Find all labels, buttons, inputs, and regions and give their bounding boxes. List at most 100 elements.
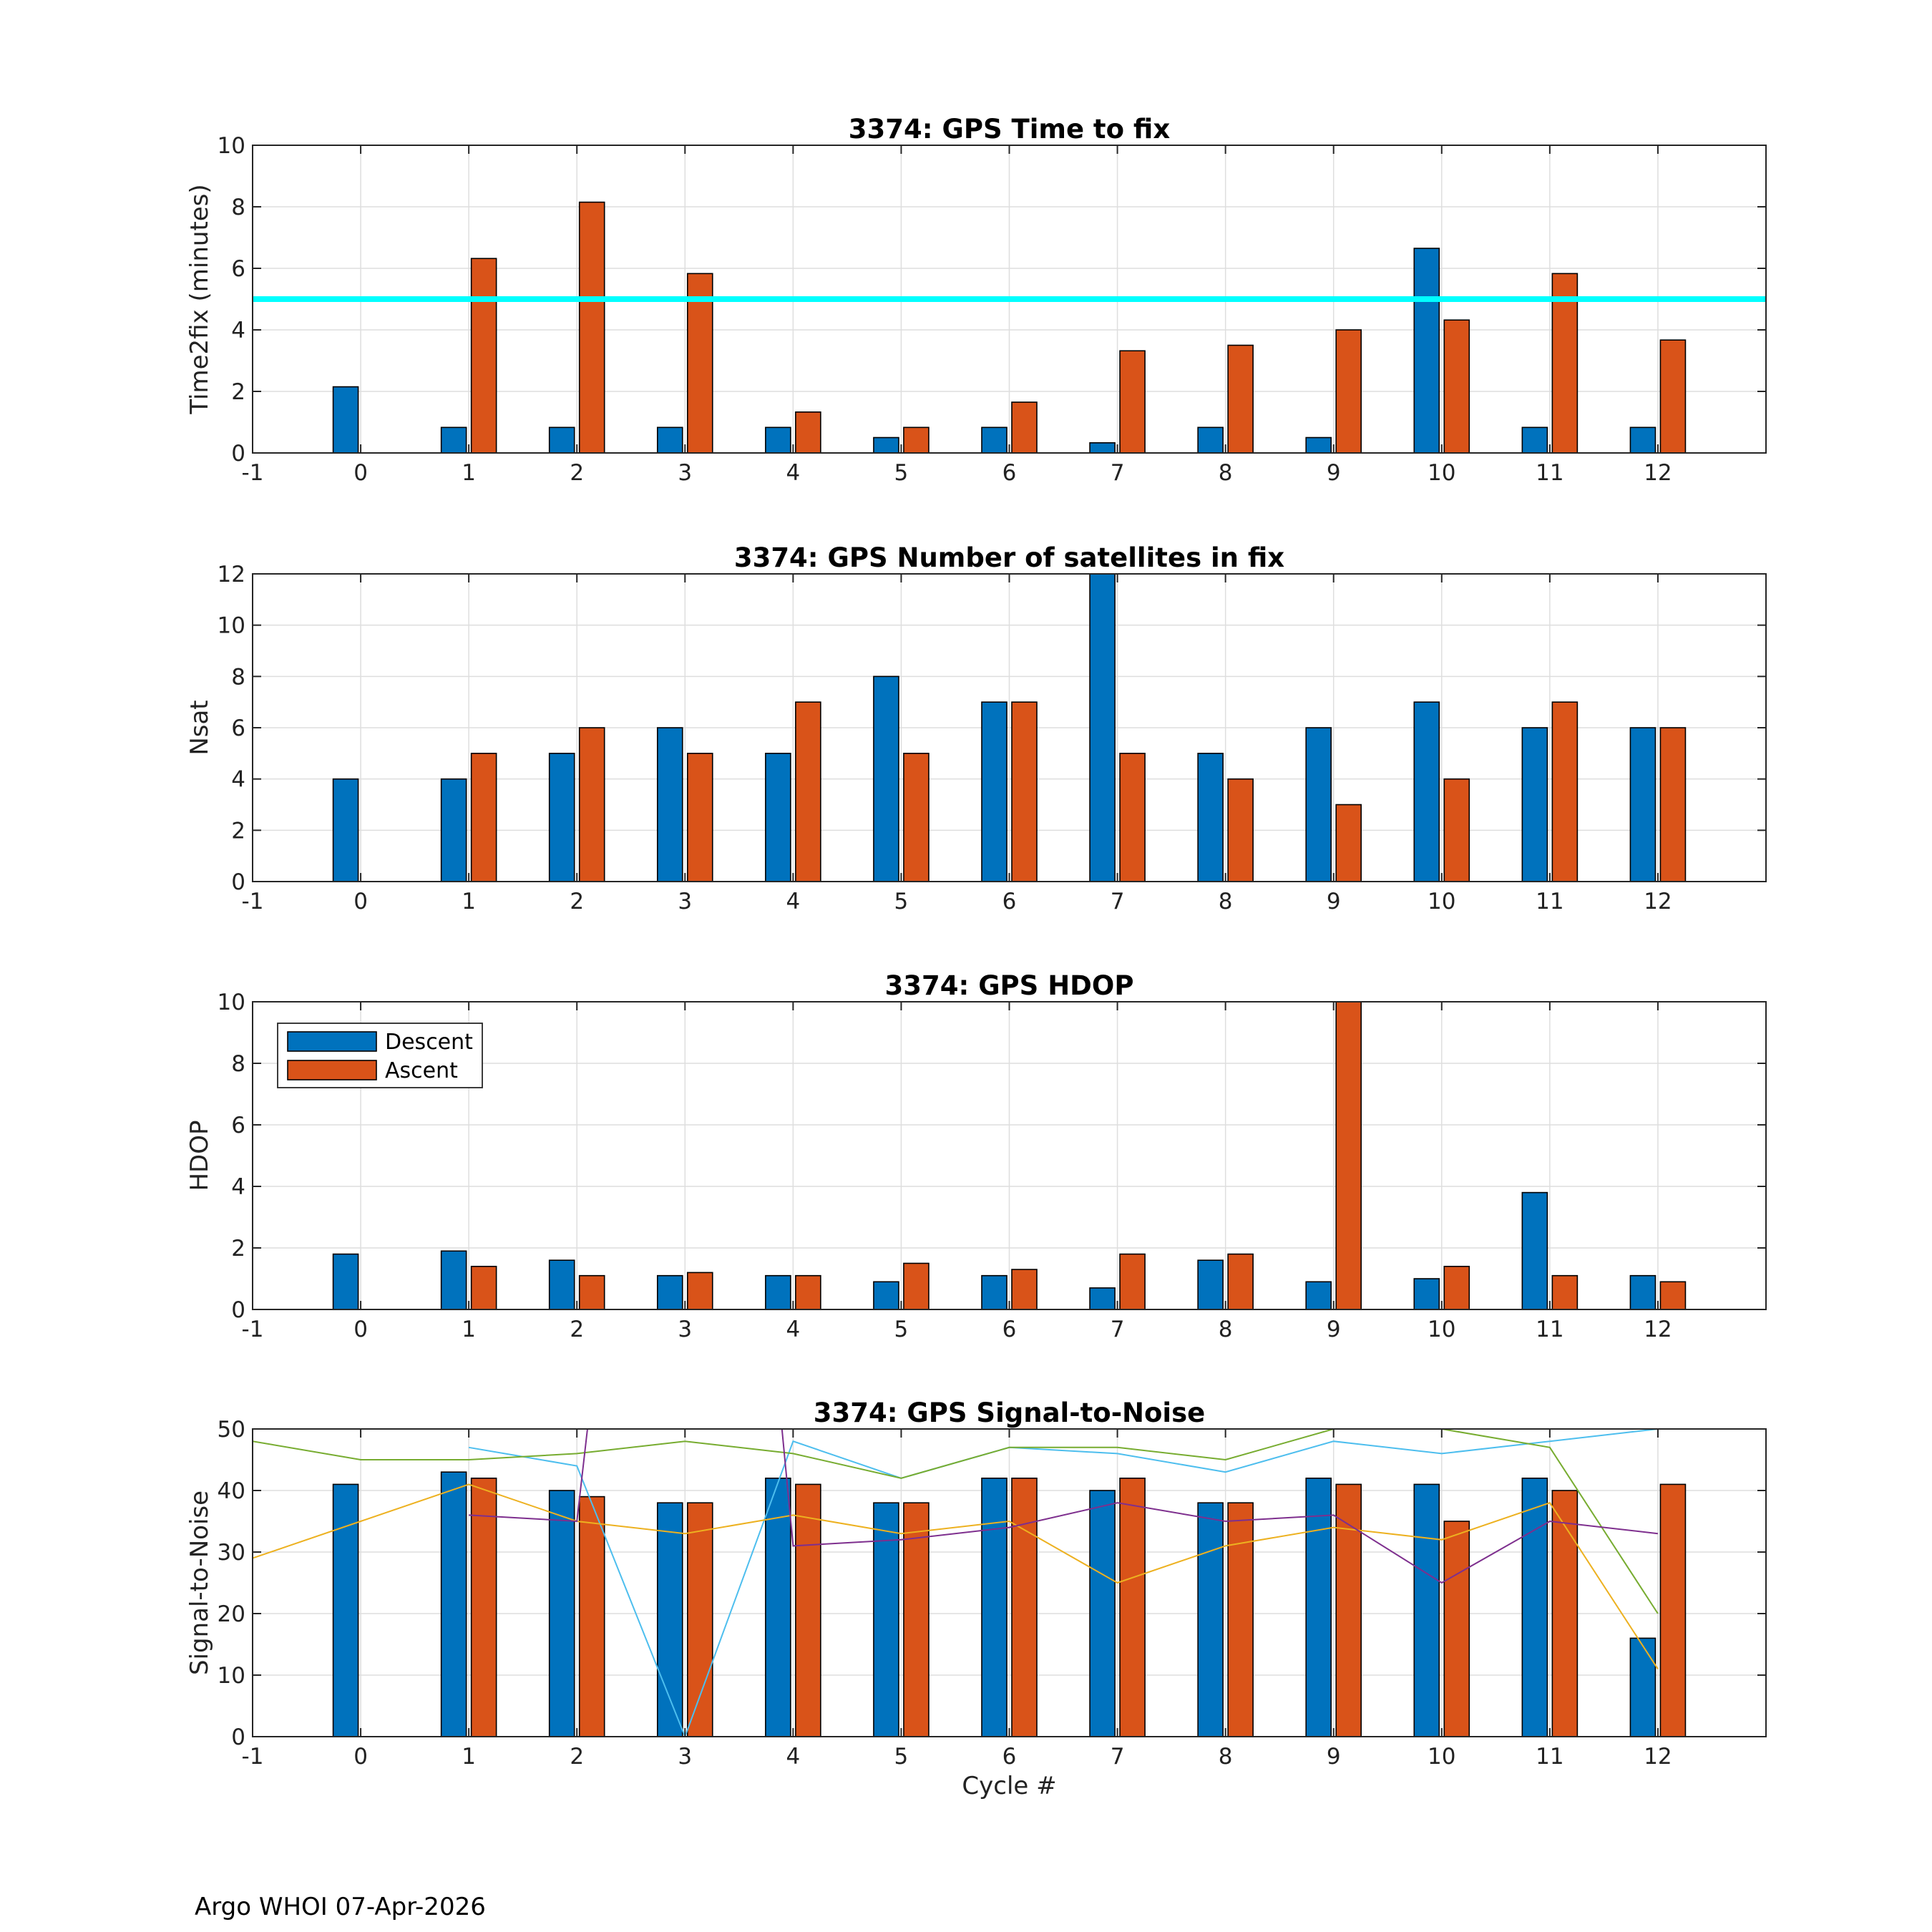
x-tick-label: 2 — [570, 1317, 584, 1342]
grid — [253, 574, 1766, 882]
x-tick-label: 6 — [1002, 460, 1017, 486]
bar-ascent — [1335, 329, 1362, 454]
y-tick-label: 4 — [231, 767, 245, 793]
x-tick-label: 5 — [894, 1744, 909, 1770]
bar-ascent — [1011, 1269, 1038, 1310]
x-tick-label: 8 — [1219, 460, 1233, 486]
bar-ascent — [1551, 1490, 1579, 1737]
y-tick-label: 10 — [218, 613, 245, 639]
x-tick-label: 9 — [1327, 889, 1341, 914]
x-tick-label: 12 — [1644, 1744, 1672, 1770]
y-tick-label: 2 — [231, 818, 245, 844]
x-tick-label: 6 — [1002, 1317, 1017, 1342]
bar-descent — [1089, 1490, 1116, 1737]
bar-descent — [1413, 1483, 1440, 1737]
x-tick-label: 1 — [462, 460, 476, 486]
bar-ascent — [686, 273, 713, 454]
bar-descent — [873, 675, 899, 882]
x-tick-label: 8 — [1219, 1744, 1233, 1770]
legend-label-ascent: Ascent — [385, 1058, 458, 1083]
chart-title: 3374: GPS Time to fix — [849, 114, 1171, 145]
x-axis-label: Cycle # — [962, 1772, 1056, 1800]
bar-descent — [981, 701, 1008, 882]
y-tick-label: 0 — [231, 1297, 245, 1323]
x-tick-label: 1 — [462, 1744, 476, 1770]
bar-descent — [1197, 1502, 1224, 1737]
bar-descent — [1197, 753, 1224, 882]
x-tick-label: 12 — [1644, 889, 1672, 914]
bar-ascent — [1227, 1502, 1254, 1737]
line-sat-purple — [469, 1429, 1659, 1584]
bar-descent — [1413, 248, 1440, 454]
x-tick-label: 7 — [1111, 1317, 1125, 1342]
bar-ascent — [1551, 273, 1579, 454]
bar-descent — [548, 426, 575, 454]
bar-descent — [1305, 1478, 1332, 1737]
bar-ascent — [1119, 1478, 1146, 1737]
bars — [332, 1471, 1687, 1737]
x-tick-label: -1 — [242, 889, 264, 914]
x-tick-label: 11 — [1536, 889, 1563, 914]
bar-ascent — [1659, 339, 1687, 454]
bar-descent — [440, 778, 467, 882]
bar-ascent — [795, 411, 821, 454]
line-sat-light-blue — [468, 1429, 1659, 1737]
bar-descent — [765, 1274, 791, 1310]
bar-descent — [765, 1478, 791, 1737]
x-tick-label: 2 — [570, 1744, 584, 1770]
bars — [332, 573, 1687, 882]
bar-ascent — [1659, 727, 1687, 882]
x-tick-label: 4 — [786, 1317, 800, 1342]
x-tick-label: 7 — [1111, 1744, 1125, 1770]
bar-descent — [1521, 1478, 1548, 1737]
x-tick-label: 9 — [1327, 1744, 1341, 1770]
x-tick-label: 0 — [353, 1317, 368, 1342]
bar-ascent — [1119, 753, 1146, 882]
x-tick-label: 10 — [1428, 1744, 1455, 1770]
bar-ascent — [795, 1483, 821, 1737]
bar-ascent — [1227, 344, 1254, 454]
legend-swatch-descent — [287, 1031, 377, 1052]
bar-descent — [1413, 1278, 1440, 1310]
x-tick-label: 8 — [1219, 1317, 1233, 1342]
bar-descent — [1089, 1287, 1116, 1310]
bar-descent — [548, 753, 575, 882]
x-tick-label: 10 — [1428, 1317, 1455, 1342]
bar-ascent — [903, 1262, 930, 1310]
y-axis-label: Time2fix (minutes) — [185, 184, 214, 414]
bar-descent — [981, 1274, 1008, 1310]
bar-descent — [332, 1253, 359, 1310]
bar-ascent — [686, 1502, 713, 1737]
footer-credit: Argo WHOI 07-Apr-2026 — [195, 1893, 486, 1921]
x-tick-label: 9 — [1327, 1317, 1341, 1342]
bar-descent — [1197, 1259, 1224, 1310]
x-tick-label: 1 — [462, 889, 476, 914]
bar-descent — [1305, 1281, 1332, 1310]
bar-descent — [765, 426, 791, 454]
bar-descent — [548, 1259, 575, 1310]
bar-descent — [656, 727, 683, 882]
y-axis-label: Nsat — [185, 700, 214, 755]
bar-descent — [981, 1478, 1008, 1737]
x-tick-label: 6 — [1002, 1744, 1017, 1770]
bar-ascent — [1011, 701, 1038, 882]
bars — [332, 201, 1687, 454]
bar-descent — [1197, 426, 1224, 454]
bar-ascent — [686, 1272, 713, 1310]
bar-descent — [1521, 727, 1548, 882]
x-tick-label: 4 — [786, 1744, 800, 1770]
y-tick-label: 50 — [218, 1417, 245, 1443]
bar-descent — [1089, 573, 1116, 882]
y-tick-label: 40 — [218, 1478, 245, 1504]
x-tick-label: 2 — [570, 460, 584, 486]
bar-descent — [656, 426, 683, 454]
x-tick-label: 8 — [1219, 889, 1233, 914]
bar-ascent — [903, 753, 930, 882]
bar-ascent — [1659, 1483, 1687, 1737]
y-tick-label: 10 — [218, 133, 245, 159]
